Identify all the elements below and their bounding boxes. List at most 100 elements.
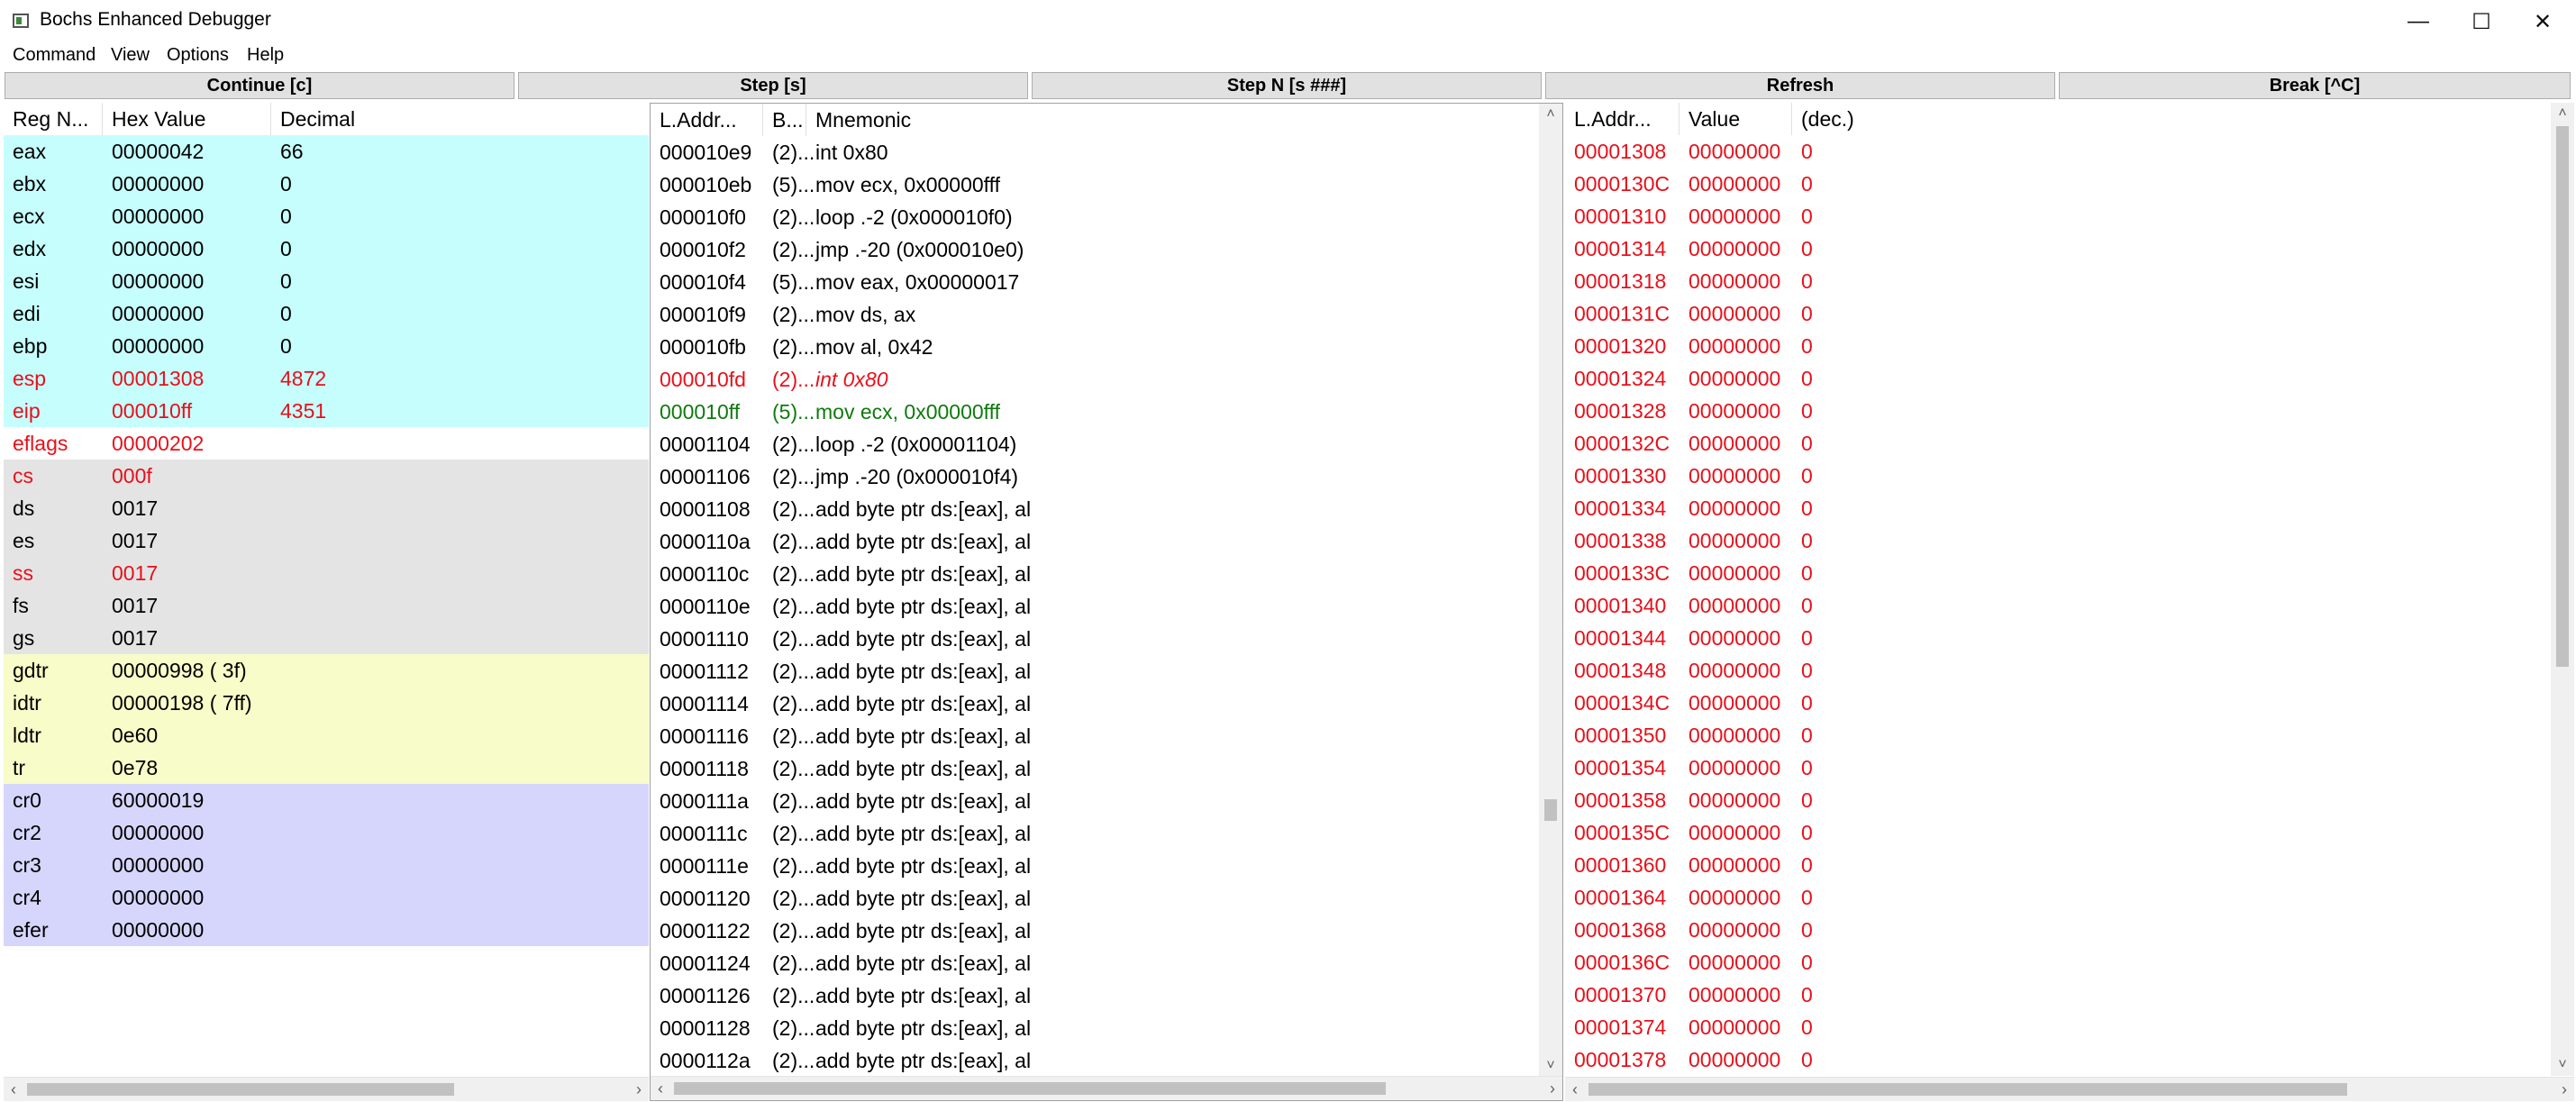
stack-row[interactable]: 00001318 00000000 0: [1565, 265, 2551, 297]
disassembly-row[interactable]: 00001122 (2)... add byte ptr ds:[eax], al: [651, 915, 1539, 947]
disassembly-row[interactable]: 0000112a (2)... add byte ptr ds:[eax], al: [651, 1044, 1539, 1077]
scroll-left-icon[interactable]: ‹: [11, 1080, 16, 1098]
register-row[interactable]: esi 00000000 0: [4, 265, 649, 297]
stack-row[interactable]: 00001310 00000000 0: [1565, 200, 2551, 232]
stack-row[interactable]: 0000132C 00000000 0: [1565, 427, 2551, 460]
scroll-right-icon[interactable]: ›: [1550, 1079, 1555, 1097]
scroll-thumb[interactable]: [27, 1083, 454, 1096]
stack-row[interactable]: 00001314 00000000 0: [1565, 232, 2551, 265]
stack-row[interactable]: 00001364 00000000 0: [1565, 881, 2551, 914]
menu-options[interactable]: Options: [167, 45, 229, 65]
scroll-thumb[interactable]: [1544, 799, 1557, 821]
register-row[interactable]: es 0017: [4, 524, 649, 557]
disassembly-row[interactable]: 0000111a (2)... add byte ptr ds:[eax], al: [651, 785, 1539, 817]
stack-row[interactable]: 00001354 00000000 0: [1565, 751, 2551, 784]
disassembly-row[interactable]: 00001108 (2)... add byte ptr ds:[eax], al: [651, 493, 1539, 525]
register-row[interactable]: ldtr 0e60: [4, 719, 649, 751]
disassembly-vscrollbar[interactable]: ˄ ˅: [1539, 104, 1562, 1077]
registers-hscrollbar[interactable]: ‹ ›: [4, 1077, 649, 1101]
scroll-down-icon[interactable]: ˅: [1546, 1058, 1555, 1073]
disassembly-row[interactable]: 0000110a (2)... add byte ptr ds:[eax], al: [651, 525, 1539, 558]
stack-row[interactable]: 00001350 00000000 0: [1565, 719, 2551, 751]
disassembly-row[interactable]: 000010ff (5)... mov ecx, 0x00000fff: [651, 396, 1539, 428]
register-row[interactable]: gs 0017: [4, 622, 649, 654]
disassembly-row[interactable]: 000010f4 (5)... mov eax, 0x00000017: [651, 266, 1539, 298]
minimize-icon[interactable]: —: [2408, 9, 2429, 33]
register-row[interactable]: edi 00000000 0: [4, 297, 649, 330]
maximize-icon[interactable]: ☐: [2471, 9, 2491, 34]
stack-row[interactable]: 00001338 00000000 0: [1565, 524, 2551, 557]
scroll-right-icon[interactable]: ›: [2562, 1080, 2567, 1098]
scroll-up-icon[interactable]: ˄: [1546, 106, 1555, 122]
scroll-down-icon[interactable]: ˅: [2558, 1057, 2567, 1072]
stack-row[interactable]: 0000135C 00000000 0: [1565, 816, 2551, 849]
disassembly-row[interactable]: 00001110 (2)... add byte ptr ds:[eax], al: [651, 623, 1539, 655]
disassembly-row[interactable]: 000010fd (2)... int 0x80: [651, 363, 1539, 396]
stack-row[interactable]: 0000130C 00000000 0: [1565, 168, 2551, 200]
disassembly-row[interactable]: 000010f2 (2)... jmp .-20 (0x000010e0): [651, 233, 1539, 266]
column-mnemonic[interactable]: Mnemonic: [815, 108, 912, 132]
menu-help[interactable]: Help: [247, 45, 285, 65]
register-row[interactable]: idtr 00000198 ( 7ff): [4, 687, 649, 719]
stack-row[interactable]: 00001370 00000000 0: [1565, 979, 2551, 1011]
register-row[interactable]: eax 00000042 66: [4, 135, 649, 168]
disassembly-row[interactable]: 00001118 (2)... add byte ptr ds:[eax], al: [651, 752, 1539, 785]
register-row[interactable]: cr0 60000019: [4, 784, 649, 816]
stack-row[interactable]: 00001334 00000000 0: [1565, 492, 2551, 524]
stack-row[interactable]: 00001328 00000000 0: [1565, 395, 2551, 427]
column-bytes[interactable]: B...: [763, 104, 806, 136]
column-stack-decimal[interactable]: (dec.): [1801, 107, 1854, 131]
stack-row[interactable]: 00001324 00000000 0: [1565, 362, 2551, 395]
disassembly-row[interactable]: 000010f9 (2)... mov ds, ax: [651, 298, 1539, 331]
column-decimal[interactable]: Decimal: [280, 107, 356, 131]
stack-row[interactable]: 00001320 00000000 0: [1565, 330, 2551, 362]
register-row[interactable]: cr4 00000000: [4, 881, 649, 914]
register-row[interactable]: gdtr 00000998 ( 3f): [4, 654, 649, 687]
disassembly-row[interactable]: 000010e9 (2)... int 0x80: [651, 136, 1539, 168]
register-row[interactable]: esp 00001308 4872: [4, 362, 649, 395]
stack-row[interactable]: 00001330 00000000 0: [1565, 460, 2551, 492]
register-row[interactable]: ebx 00000000 0: [4, 168, 649, 200]
register-row[interactable]: fs 0017: [4, 589, 649, 622]
continue-button[interactable]: Continue [c]: [5, 72, 514, 99]
break-button[interactable]: Break [^C]: [2059, 72, 2571, 99]
stack-row[interactable]: 0000136C 00000000 0: [1565, 946, 2551, 979]
stack-row[interactable]: 00001360 00000000 0: [1565, 849, 2551, 881]
disassembly-row[interactable]: 000010f0 (2)... loop .-2 (0x000010f0): [651, 201, 1539, 233]
refresh-button[interactable]: Refresh: [1545, 72, 2055, 99]
disassembly-row[interactable]: 0000111c (2)... add byte ptr ds:[eax], al: [651, 817, 1539, 850]
disassembly-row[interactable]: 000010fb (2)... mov al, 0x42: [651, 331, 1539, 363]
scroll-right-icon[interactable]: ›: [636, 1080, 642, 1098]
scroll-thumb[interactable]: [1588, 1083, 2347, 1096]
stack-row[interactable]: 00001368 00000000 0: [1565, 914, 2551, 946]
stack-row[interactable]: 00001340 00000000 0: [1565, 589, 2551, 622]
register-row[interactable]: eflags 00000202: [4, 427, 649, 460]
register-row[interactable]: eip 000010ff 4351: [4, 395, 649, 427]
step-button[interactable]: Step [s]: [518, 72, 1028, 99]
column-stack-address[interactable]: L.Addr...: [1565, 103, 1679, 135]
scroll-thumb[interactable]: [674, 1082, 1386, 1095]
stack-row[interactable]: 00001308 00000000 0: [1565, 135, 2551, 168]
stack-hscrollbar[interactable]: ‹ ›: [1565, 1077, 2574, 1101]
stack-row[interactable]: 00001378 00000000 0: [1565, 1043, 2551, 1076]
stack-vscrollbar[interactable]: ˄ ˅: [2551, 103, 2574, 1076]
disassembly-row[interactable]: 0000110e (2)... add byte ptr ds:[eax], al: [651, 590, 1539, 623]
register-row[interactable]: ds 0017: [4, 492, 649, 524]
disassembly-row[interactable]: 00001106 (2)... jmp .-20 (0x000010f4): [651, 460, 1539, 493]
close-icon[interactable]: ✕: [2533, 9, 2553, 34]
step-n-button[interactable]: Step N [s ###]: [1032, 72, 1542, 99]
register-row[interactable]: edx 00000000 0: [4, 232, 649, 265]
register-row[interactable]: cr3 00000000: [4, 849, 649, 881]
column-register-name[interactable]: Reg N...: [4, 103, 103, 135]
scroll-up-icon[interactable]: ˄: [2558, 105, 2567, 121]
scroll-left-icon[interactable]: ‹: [1572, 1080, 1578, 1098]
scroll-left-icon[interactable]: ‹: [658, 1079, 663, 1097]
register-row[interactable]: efer 00000000: [4, 914, 649, 946]
register-row[interactable]: cs 000f: [4, 460, 649, 492]
column-hex-value[interactable]: Hex Value: [103, 103, 271, 135]
stack-row[interactable]: 0000134C 00000000 0: [1565, 687, 2551, 719]
register-row[interactable]: tr 0e78: [4, 751, 649, 784]
register-row[interactable]: ebp 00000000 0: [4, 330, 649, 362]
scroll-thumb[interactable]: [2556, 126, 2569, 667]
stack-row[interactable]: 00001358 00000000 0: [1565, 784, 2551, 816]
